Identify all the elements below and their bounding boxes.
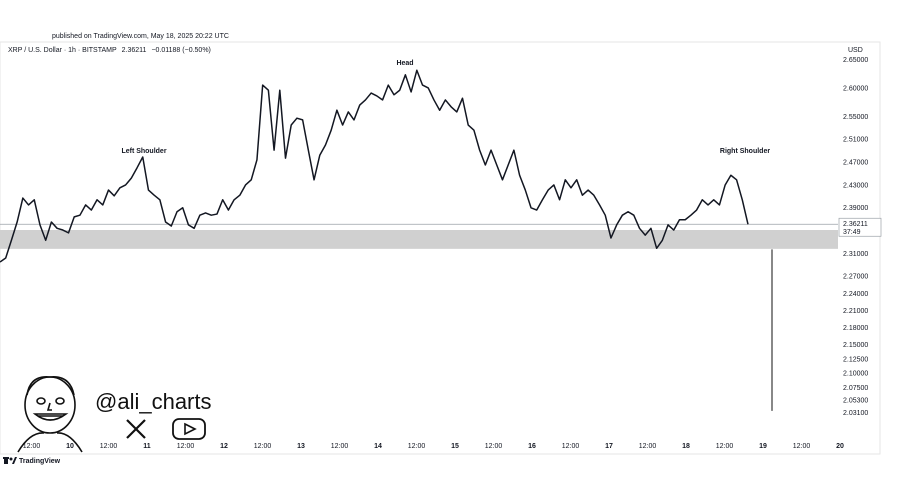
pattern-label: Right Shoulder	[720, 148, 770, 155]
published-note: published on TradingView.com, May 18, 20…	[52, 33, 229, 40]
x-tick-label: 20	[836, 443, 844, 450]
y-tick-label: 2.07500	[843, 385, 868, 392]
x-tick-label: 12:00	[23, 443, 41, 450]
x-tick-label: 12:00	[793, 443, 811, 450]
pattern-label: Head	[396, 60, 413, 67]
y-tick-label: 2.65000	[843, 57, 868, 64]
x-tick-label: 12:00	[100, 443, 118, 450]
header-price: 2.36211	[122, 47, 147, 54]
x-icon	[126, 419, 146, 439]
support-zone	[0, 230, 838, 249]
x-tick-label: 12	[220, 443, 228, 450]
y-tick-label: 2.21000	[843, 308, 868, 315]
y-tick-label: 2.60000	[843, 85, 868, 92]
x-tick-label: 15	[451, 443, 459, 450]
watermark-handle: @ali_charts	[95, 389, 212, 414]
price-change: −0.01188 (−0.50%)	[151, 47, 210, 54]
x-tick-label: 12:00	[716, 443, 734, 450]
x-tick-label: 10	[66, 443, 74, 450]
y-tick-label: 2.47000	[843, 160, 868, 167]
x-tick-label: 19	[759, 443, 767, 450]
tradingview-logo	[3, 457, 17, 464]
y-tick-label: 2.55000	[843, 114, 868, 121]
y-tick-label: 2.05300	[843, 397, 868, 404]
y-tick-label: 2.12500	[843, 356, 868, 363]
x-tick-label: 12:00	[639, 443, 657, 450]
x-tick-label: 18	[682, 443, 690, 450]
y-tick-label: 2.39000	[843, 205, 868, 212]
price-line	[0, 69, 749, 263]
x-tick-label: 13	[297, 443, 305, 450]
currency: USD	[848, 47, 863, 54]
x-tick-label: 11	[143, 443, 151, 450]
y-tick-label: 2.24000	[843, 291, 868, 298]
price-tag-countdown: 37:49	[843, 229, 861, 236]
symbol-line: XRP / U.S. Dollar · 1h · BITSTAMP 2.36211…	[8, 47, 211, 54]
y-tick-label: 2.03100	[843, 410, 868, 417]
y-tick-label: 2.15000	[843, 342, 868, 349]
symbol: XRP / U.S. Dollar · 1h · BITSTAMP	[8, 47, 117, 54]
x-tick-label: 12:00	[562, 443, 580, 450]
x-tick-label: 14	[374, 443, 382, 450]
y-tick-label: 2.18000	[843, 325, 868, 332]
price-tag	[838, 217, 882, 237]
y-tick-label: 2.31000	[843, 251, 868, 258]
y-tick-label: 2.27000	[843, 274, 868, 281]
pattern-label: Left Shoulder	[121, 148, 166, 155]
youtube-icon	[172, 418, 206, 440]
chart-frame	[0, 41, 881, 455]
price-tag-value: 2.36211	[843, 221, 868, 228]
footer-brand: TradingView	[19, 458, 61, 465]
x-tick-label: 12:00	[408, 443, 426, 450]
y-tick-label: 2.43000	[843, 182, 868, 189]
x-tick-label: 12:00	[177, 443, 195, 450]
avatar	[17, 376, 83, 453]
y-tick-label: 2.10000	[843, 371, 868, 378]
x-tick-label: 16	[528, 443, 536, 450]
x-tick-label: 12:00	[331, 443, 349, 450]
x-tick-label: 17	[605, 443, 613, 450]
x-tick-label: 12:00	[254, 443, 272, 450]
y-tick-label: 2.51000	[843, 137, 868, 144]
x-tick-label: 12:00	[485, 443, 503, 450]
plot-layer: 2.65000 2.60000 2.55000 2.51000 2.47000 2.430…	[0, 57, 882, 450]
